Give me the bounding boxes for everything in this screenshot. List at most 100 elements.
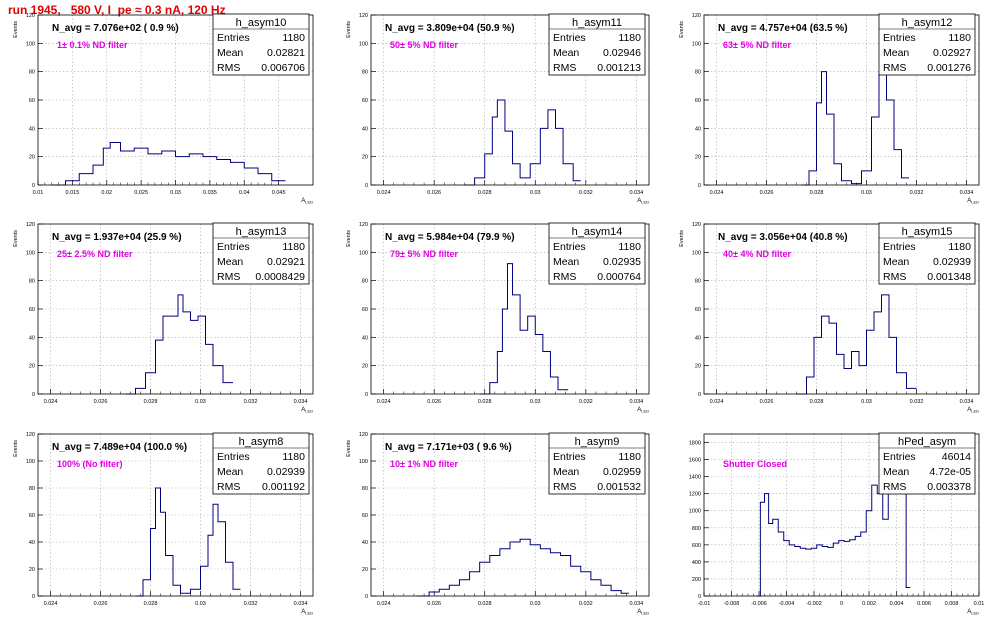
pad-h_asym8: 0.024 0.026 0.028 0.03 0.032 0.034 0 20 40 60 80 10… — [13, 432, 314, 616]
x-tick-label: 0 — [840, 601, 843, 607]
y-tick-label: 0 — [698, 392, 701, 398]
y-tick-label: 1800 — [689, 441, 701, 447]
histogram-line — [135, 487, 241, 597]
stats-label: Mean — [553, 47, 579, 59]
y-tick-label: 1400 — [689, 475, 701, 481]
x-tick-label: 0.026 — [427, 601, 441, 607]
stats-label: Entries — [217, 451, 250, 463]
stats-value: 1180 — [282, 451, 305, 463]
x-tick-label: 0.024 — [44, 601, 58, 607]
y-axis-title: Events — [346, 440, 352, 457]
x-tick-label: 0.024 — [710, 399, 724, 405]
y-tick-label: 120 — [26, 432, 35, 438]
filter-annotation: 100% (No filter) — [57, 459, 123, 469]
x-tick-label: 0.004 — [890, 601, 904, 607]
y-tick-label: 20 — [29, 155, 35, 161]
stats-label: RMS — [553, 62, 576, 74]
stats-value: 0.001348 — [927, 271, 971, 283]
histogram-line — [125, 294, 233, 395]
stats-value: 4.72e-05 — [930, 466, 972, 478]
stats-value: 1180 — [282, 241, 305, 253]
stats-name: h_asym14 — [572, 226, 623, 238]
x-tick-label: 0.006 — [917, 601, 931, 607]
x-tick-label: 0.04 — [239, 190, 250, 196]
y-tick-label: 60 — [695, 98, 701, 104]
x-tick-label: 0.015 — [65, 190, 79, 196]
y-tick-label: 40 — [362, 540, 368, 546]
y-tick-label: 1600 — [689, 458, 701, 464]
y-tick-label: 40 — [362, 335, 368, 341]
x-tick-label: 0.045 — [272, 190, 286, 196]
x-tick-label: 0.03 — [861, 399, 872, 405]
x-tick-label: 0.034 — [629, 399, 643, 405]
stats-label: Mean — [883, 47, 909, 59]
x-tick-label: 0.026 — [760, 190, 774, 196]
stats-label: Mean — [553, 256, 579, 268]
stats-label: Mean — [217, 466, 243, 478]
x-tick-label: -0.008 — [724, 601, 740, 607]
stats-box — [548, 222, 646, 285]
y-tick-label: 40 — [29, 540, 35, 546]
filter-annotation: 10± 1% ND filter — [390, 459, 458, 469]
x-tick-label: 0.024 — [710, 190, 724, 196]
pad-h_asym11: 0.024 0.026 0.028 0.03 0.032 0.034 0 20 40 60 80 10… — [346, 13, 650, 205]
x-tick-label: 0.028 — [478, 190, 492, 196]
x-tick-label: 0.032 — [579, 399, 593, 405]
x-tick-label: 0.032 — [910, 399, 924, 405]
x-tick-label: 0.034 — [629, 601, 643, 607]
x-axis-title: ALED — [967, 609, 979, 616]
stats-name: h_asym8 — [239, 436, 284, 448]
stats-label: Entries — [217, 241, 250, 253]
stats-name: hPed_asym — [898, 436, 956, 448]
x-tick-label: 0.03 — [530, 190, 541, 196]
stats-value: 1180 — [618, 241, 641, 253]
stats-label: Mean — [883, 256, 909, 268]
x-axis-title: ALED — [637, 609, 649, 616]
x-tick-label: 0.024 — [377, 190, 391, 196]
stats-label: Entries — [883, 32, 916, 44]
histogram-line — [479, 263, 569, 395]
stats-label: RMS — [217, 62, 240, 74]
y-tick-label: 400 — [692, 560, 701, 566]
y-tick-label: 0 — [365, 183, 368, 189]
stats-value: 0.000764 — [597, 271, 641, 283]
y-axis-title: Events — [679, 21, 685, 38]
x-tick-label: 0.03 — [195, 601, 206, 607]
stats-label: Entries — [883, 451, 916, 463]
y-tick-label: 100 — [26, 250, 35, 256]
stats-box — [212, 432, 310, 495]
x-tick-label: 0.028 — [478, 601, 492, 607]
y-tick-label: 40 — [695, 126, 701, 132]
x-axis-title: ALED — [637, 407, 649, 414]
y-tick-label: 120 — [359, 222, 368, 228]
stats-value: 1180 — [282, 32, 305, 44]
y-tick-label: 120 — [359, 432, 368, 438]
x-tick-label: 0.025 — [134, 190, 148, 196]
pad-h_asym14: 0.024 0.026 0.028 0.03 0.032 0.034 0 20 40 60 80 10… — [346, 222, 650, 414]
x-tick-label: 0.02 — [101, 190, 112, 196]
stats-value: 0.02935 — [603, 256, 641, 268]
stats-box — [548, 432, 646, 495]
y-tick-label: 20 — [695, 155, 701, 161]
x-axis-title: ALED — [967, 198, 979, 205]
pad-hPed_asym: -0.01 -0.008 -0.006 -0.004 -0.002 0 0.002 0.004… — [689, 432, 984, 616]
x-tick-label: 0.01 — [33, 190, 44, 196]
filter-annotation: 63± 5% ND filter — [723, 40, 791, 50]
y-tick-label: 20 — [362, 155, 368, 161]
stats-value: 46014 — [942, 451, 971, 463]
x-axis-title: ALED — [301, 609, 313, 616]
x-tick-label: 0.026 — [427, 190, 441, 196]
y-tick-label: 600 — [692, 543, 701, 549]
stats-label: Entries — [553, 451, 586, 463]
y-tick-label: 800 — [692, 526, 701, 532]
y-axis-title: Events — [13, 230, 19, 247]
y-axis-title: Events — [346, 230, 352, 247]
stats-label: RMS — [883, 62, 906, 74]
x-tick-label: 0.026 — [94, 601, 108, 607]
x-tick-label: 0.024 — [44, 399, 58, 405]
histogram-title: N_avg = 3.056e+04 (40.8 %) — [718, 232, 848, 243]
y-tick-label: 20 — [29, 364, 35, 370]
y-tick-label: 0 — [698, 183, 701, 189]
y-tick-label: 80 — [362, 70, 368, 76]
stats-value: 0.0008429 — [255, 271, 305, 283]
